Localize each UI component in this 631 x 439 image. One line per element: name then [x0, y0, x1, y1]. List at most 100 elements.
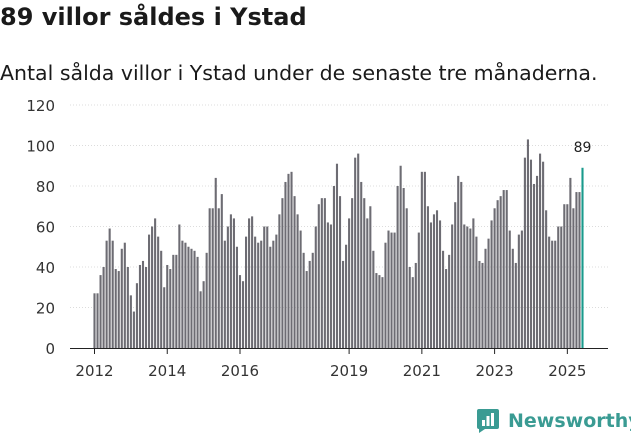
bar [363, 198, 366, 348]
bar [151, 226, 154, 348]
bar [220, 194, 223, 348]
bar [217, 208, 220, 348]
bar [535, 175, 539, 349]
bar [581, 167, 584, 348]
bar [396, 186, 399, 348]
bar [311, 252, 314, 348]
bar [175, 254, 178, 348]
bar [572, 208, 575, 348]
bar [348, 218, 351, 348]
bar [184, 242, 187, 348]
bar [178, 224, 181, 348]
bar [457, 175, 460, 349]
bar [169, 269, 172, 348]
bar [111, 240, 114, 348]
y-tick-label: 120 [26, 97, 55, 115]
bar [302, 252, 305, 348]
y-tick-label: 80 [36, 178, 55, 196]
bar [126, 267, 129, 348]
bar [305, 271, 308, 348]
bar [372, 250, 375, 348]
bar [266, 226, 269, 348]
bar [254, 236, 257, 349]
y-tick-label: 40 [36, 259, 55, 277]
bar [378, 275, 381, 348]
bar [251, 216, 254, 349]
bar [190, 248, 193, 348]
x-tick-label: 2023 [476, 362, 514, 380]
bar [278, 214, 281, 348]
bar [578, 192, 581, 348]
bar [554, 240, 557, 348]
bar [487, 238, 490, 348]
bar [384, 242, 387, 348]
bar [405, 208, 408, 348]
bar [451, 224, 454, 348]
newsworthy-logo-text: Newsworthy [508, 410, 631, 432]
bar [123, 242, 126, 348]
bar [426, 206, 429, 348]
bar [511, 248, 514, 348]
chart-subtitle: Antal sålda villor i Ystad under de sena… [0, 61, 598, 85]
x-tick-label: 2014 [148, 362, 186, 380]
bar [105, 240, 108, 348]
bar [442, 250, 445, 348]
bar [163, 287, 166, 348]
bar [102, 267, 105, 348]
bar [366, 218, 369, 348]
y-tick-label: 60 [36, 219, 55, 237]
bar [296, 214, 299, 348]
bar [563, 204, 566, 348]
y-tick-label: 100 [26, 138, 55, 156]
bar [338, 196, 342, 349]
bar [232, 218, 235, 348]
bar [308, 260, 311, 348]
x-tick-label: 2021 [403, 362, 441, 380]
bar [445, 269, 448, 348]
bar [141, 260, 145, 348]
bar [478, 260, 481, 348]
bar [317, 204, 320, 348]
bar [438, 220, 442, 348]
bar [342, 260, 345, 348]
bar [490, 220, 493, 348]
x-tick-label: 2025 [548, 362, 586, 380]
bar [314, 226, 317, 348]
bar [390, 232, 393, 348]
bar [502, 190, 505, 348]
bar [484, 248, 487, 348]
bar [114, 269, 117, 348]
bar [475, 236, 478, 349]
bar [460, 181, 463, 348]
bar [466, 226, 469, 348]
bar [269, 246, 272, 348]
bar [520, 230, 523, 348]
bar [435, 210, 439, 348]
bar [120, 248, 123, 348]
bar [293, 196, 296, 349]
bar [211, 208, 214, 348]
bar [514, 262, 517, 348]
bar [281, 198, 284, 348]
newsworthy-logo-icon [477, 409, 499, 433]
x-tick-label: 2016 [221, 362, 259, 380]
chart-title: 89 villor såldes i Ystad [0, 3, 307, 31]
bar [132, 311, 135, 348]
bar [129, 295, 132, 348]
bar [529, 159, 533, 348]
bar [360, 181, 363, 348]
bar [469, 228, 472, 348]
bar [208, 208, 211, 348]
newsworthy-logo[interactable]: Newsworthy [476, 408, 631, 434]
bar [548, 236, 551, 349]
bar [429, 222, 432, 348]
bar [290, 171, 293, 348]
bar [454, 202, 457, 348]
bar [387, 230, 390, 348]
last-value-label: 89 [574, 140, 592, 156]
bar [205, 252, 208, 348]
bar [99, 275, 102, 348]
bar [369, 206, 372, 348]
x-tick-label: 2012 [75, 362, 113, 380]
